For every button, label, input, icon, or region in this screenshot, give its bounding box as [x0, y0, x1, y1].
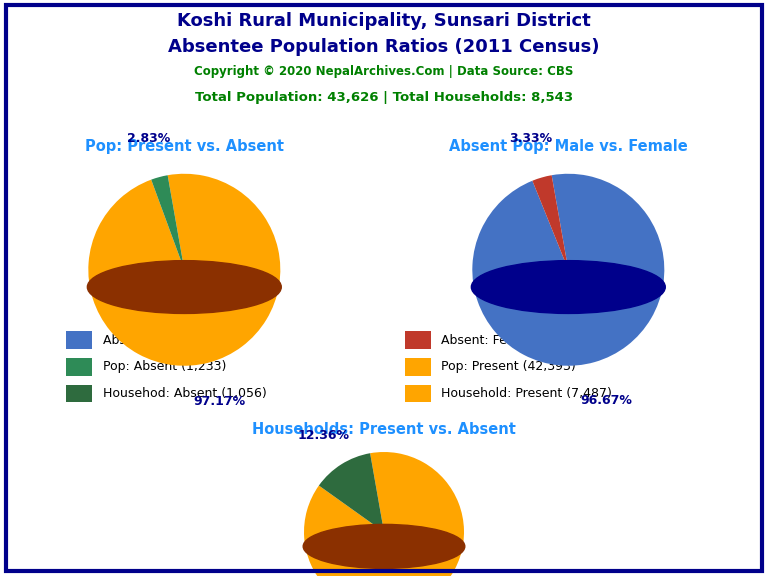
FancyBboxPatch shape [405, 358, 431, 376]
Text: 97.17%: 97.17% [194, 395, 246, 408]
Text: Absent: Male (1,192): Absent: Male (1,192) [103, 334, 233, 347]
FancyBboxPatch shape [66, 385, 92, 403]
Ellipse shape [88, 260, 281, 313]
Wedge shape [319, 453, 384, 532]
Text: Total Population: 43,626 | Total Households: 8,543: Total Population: 43,626 | Total Househo… [195, 92, 573, 104]
Text: Absent: Female (41): Absent: Female (41) [442, 334, 568, 347]
Text: Pop: Present vs. Absent: Pop: Present vs. Absent [84, 139, 284, 154]
Text: 12.36%: 12.36% [297, 430, 349, 442]
Wedge shape [151, 175, 184, 270]
Text: 3.33%: 3.33% [509, 132, 552, 145]
Wedge shape [472, 174, 664, 366]
Text: 2.83%: 2.83% [127, 132, 170, 145]
FancyBboxPatch shape [66, 358, 92, 376]
Wedge shape [532, 175, 568, 270]
FancyBboxPatch shape [66, 331, 92, 349]
Text: Househod: Absent (1,056): Househod: Absent (1,056) [103, 387, 266, 400]
Text: Households: Present vs. Absent: Households: Present vs. Absent [252, 422, 516, 437]
Text: 96.67%: 96.67% [580, 395, 632, 407]
Wedge shape [88, 174, 280, 366]
Text: Absent Pop: Male vs. Female: Absent Pop: Male vs. Female [449, 139, 687, 154]
Text: Absentee Population Ratios (2011 Census): Absentee Population Ratios (2011 Census) [168, 38, 600, 56]
FancyBboxPatch shape [405, 385, 431, 403]
Ellipse shape [303, 524, 465, 569]
Ellipse shape [472, 260, 665, 313]
FancyBboxPatch shape [405, 331, 431, 349]
Text: Copyright © 2020 NepalArchives.Com | Data Source: CBS: Copyright © 2020 NepalArchives.Com | Dat… [194, 66, 574, 78]
Wedge shape [304, 452, 464, 576]
Text: Household: Present (7,487): Household: Present (7,487) [442, 387, 612, 400]
Text: Koshi Rural Municipality, Sunsari District: Koshi Rural Municipality, Sunsari Distri… [177, 12, 591, 29]
Text: Pop: Absent (1,233): Pop: Absent (1,233) [103, 361, 226, 373]
Text: Pop: Present (42,393): Pop: Present (42,393) [442, 361, 576, 373]
